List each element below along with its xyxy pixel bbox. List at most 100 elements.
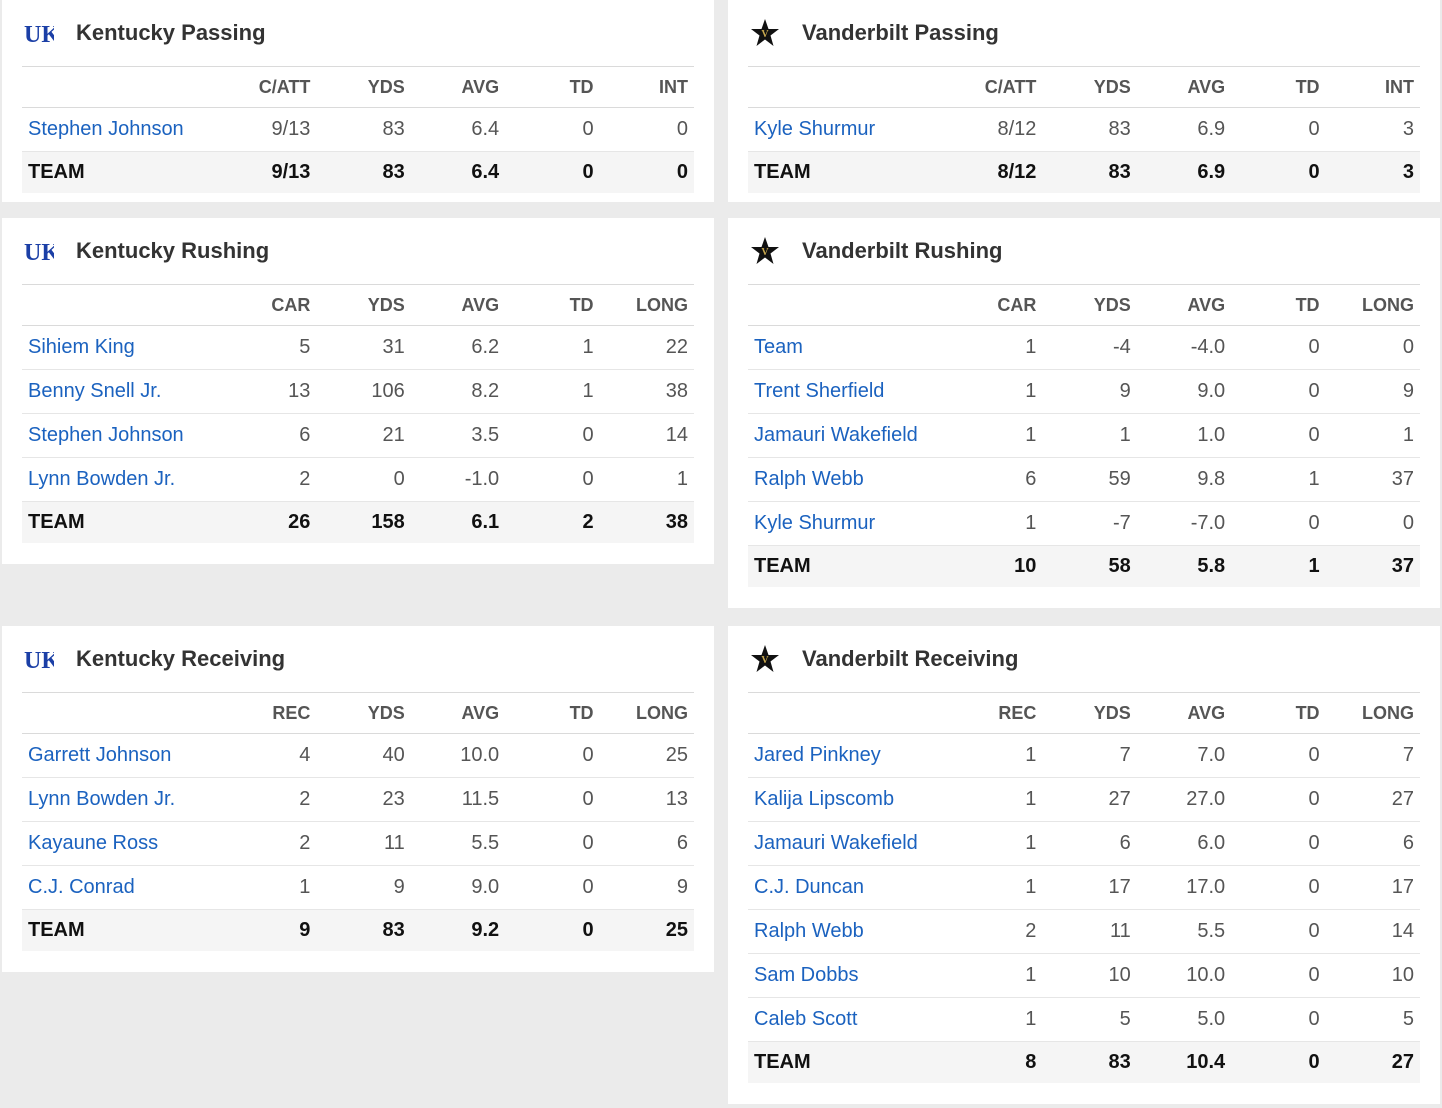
player-row: Stephen Johnson 9/13 83 6.4 0 0 (22, 107, 694, 152)
stat-cell: 0 (599, 107, 694, 152)
player-name-link[interactable]: Ralph Webb (748, 457, 948, 502)
stat-cell: 8/12 (948, 107, 1043, 152)
team-stat-cell: 0 (1231, 1041, 1326, 1083)
stat-cell: 17 (1042, 865, 1137, 910)
player-name-link[interactable]: Lynn Bowden Jr. (22, 457, 222, 502)
stat-cell: 23 (316, 777, 411, 822)
stat-cell: 3 (1325, 107, 1420, 152)
stat-cell: 0 (505, 413, 600, 458)
column-header: TD (505, 693, 600, 734)
stat-cell: 9 (599, 865, 694, 910)
team-label: TEAM (22, 151, 222, 193)
player-name-link[interactable]: Trent Sherfield (748, 369, 948, 414)
player-name-link[interactable]: Caleb Scott (748, 997, 948, 1042)
stat-cell: 9.0 (410, 865, 506, 910)
player-name-link[interactable]: Sihiem King (22, 325, 222, 370)
team-stat-cell: 9 (222, 909, 317, 951)
player-row: Garrett Johnson 4 40 10.0 0 25 (22, 733, 694, 778)
header-row: CAR YDS AVG TD LONG (22, 285, 694, 326)
column-header: LONG (1325, 693, 1420, 734)
stat-cell: 1 (222, 865, 317, 910)
stat-cell: 31 (316, 325, 411, 370)
column-header: C/ATT (222, 67, 317, 108)
stat-cell: 6 (1325, 821, 1420, 866)
stat-cell: 6.2 (410, 325, 506, 370)
card-header: V Vanderbilt Rushing (748, 218, 1420, 285)
team-stat-cell: 10.4 (1136, 1041, 1232, 1083)
column-header: TD (1231, 67, 1326, 108)
column-header (22, 693, 222, 734)
player-row: Jared Pinkney 1 7 7.0 0 7 (748, 733, 1420, 778)
player-name-link[interactable]: Jared Pinkney (748, 733, 948, 778)
player-name-link[interactable]: Kayaune Ross (22, 821, 222, 866)
player-row: Lynn Bowden Jr. 2 23 11.5 0 13 (22, 777, 694, 822)
stat-cell: 7.0 (1136, 733, 1232, 778)
column-header (748, 67, 948, 108)
team-stat-cell: 1 (1231, 545, 1326, 587)
player-name-link[interactable]: Ralph Webb (748, 909, 948, 954)
stat-cell: 0 (1231, 501, 1326, 546)
column-header (22, 67, 222, 108)
vanderbilt-passing-card: V Vanderbilt Passing C/ATT YDS AVG TD INT Kyl… (728, 0, 1440, 202)
player-name-link[interactable]: C.J. Conrad (22, 865, 222, 910)
column-header: INT (599, 67, 694, 108)
column-header: YDS (316, 67, 411, 108)
stat-cell: 38 (599, 369, 694, 414)
column-header: AVG (1136, 285, 1232, 326)
uk-logo-icon[interactable]: UK (22, 234, 56, 268)
card-header: UK Kentucky Receiving (22, 626, 694, 693)
stat-cell: 0 (316, 457, 411, 502)
team-stat-cell: 0 (599, 151, 694, 193)
stat-cell: 5 (1042, 997, 1137, 1042)
player-name-link[interactable]: Garrett Johnson (22, 733, 222, 778)
team-label: TEAM (22, 909, 222, 951)
column-header: C/ATT (948, 67, 1043, 108)
stat-cell: 14 (599, 413, 694, 458)
team-stat-cell: 83 (316, 151, 411, 193)
player-name-link[interactable]: Stephen Johnson (22, 107, 222, 152)
stat-cell: 25 (599, 733, 694, 778)
player-name-link[interactable]: Kalija Lipscomb (748, 777, 948, 822)
team-stat-cell: 158 (316, 501, 411, 543)
player-row: Caleb Scott 1 5 5.0 0 5 (748, 997, 1420, 1042)
stat-cell: 11 (316, 821, 411, 866)
player-name-link[interactable]: Lynn Bowden Jr. (22, 777, 222, 822)
player-name-link[interactable]: C.J. Duncan (748, 865, 948, 910)
player-row: Ralph Webb 6 59 9.8 1 37 (748, 457, 1420, 502)
player-name-link[interactable]: Stephen Johnson (22, 413, 222, 458)
uk-logo-icon[interactable]: UK (22, 642, 56, 676)
player-name-link[interactable]: Sam Dobbs (748, 953, 948, 998)
stat-cell: 10 (1325, 953, 1420, 998)
svg-text:UK: UK (24, 648, 54, 671)
player-name-link[interactable]: Team (748, 325, 948, 370)
player-name-link[interactable]: Jamauri Wakefield (748, 821, 948, 866)
player-row: Jamauri Wakefield 1 6 6.0 0 6 (748, 821, 1420, 866)
team-stat-cell: 10 (948, 545, 1043, 587)
column-header: YDS (1042, 693, 1137, 734)
stats-table: C/ATT YDS AVG TD INT Stephen Johnson 9/13 83 6.4… (22, 67, 694, 193)
player-name-link[interactable]: Kyle Shurmur (748, 107, 948, 152)
column-header: YDS (316, 285, 411, 326)
stat-cell: 1 (948, 413, 1043, 458)
stats-table: REC YDS AVG TD LONG Garrett Johnson 4 40 10.0 0 25… (22, 693, 694, 951)
player-name-link[interactable]: Jamauri Wakefield (748, 413, 948, 458)
player-row: Stephen Johnson 6 21 3.5 0 14 (22, 413, 694, 458)
stat-cell: 10.0 (1136, 953, 1232, 998)
kentucky-passing-card: UK Kentucky Passing C/ATT YDS AVG TD INT Step… (2, 0, 714, 202)
stat-cell: 27 (1325, 777, 1420, 822)
uk-logo-icon[interactable]: UK (22, 16, 56, 50)
column-header: YDS (1042, 67, 1137, 108)
stat-cell: 0 (505, 107, 600, 152)
stat-cell: 0 (505, 457, 600, 502)
player-name-link[interactable]: Benny Snell Jr. (22, 369, 222, 414)
stat-cell: 2 (222, 777, 317, 822)
stat-cell: 7 (1042, 733, 1137, 778)
team-stat-cell: 0 (505, 151, 600, 193)
card-title: Vanderbilt Rushing (802, 238, 1003, 263)
player-name-link[interactable]: Kyle Shurmur (748, 501, 948, 546)
vanderbilt-star-icon[interactable]: V (748, 642, 782, 676)
vanderbilt-star-icon[interactable]: V (748, 234, 782, 268)
team-total-row: TEAM 10 58 5.8 1 37 (748, 545, 1420, 587)
vanderbilt-star-icon[interactable]: V (748, 16, 782, 50)
stat-cell: 6.0 (1136, 821, 1232, 866)
